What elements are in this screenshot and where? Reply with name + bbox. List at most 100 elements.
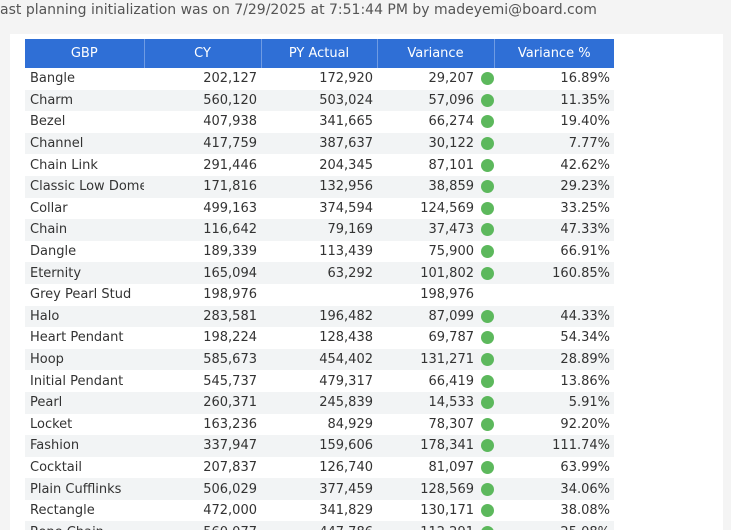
- row-label-cell[interactable]: Rope Chain: [25, 521, 144, 530]
- py-actual-cell[interactable]: 196,482: [261, 305, 377, 328]
- variance-pct-cell[interactable]: 29.23%: [494, 175, 614, 198]
- py-actual-cell[interactable]: 126,740: [319, 459, 373, 475]
- row-label-cell[interactable]: Chain: [25, 219, 144, 241]
- variance-cell[interactable]: 38,859: [377, 175, 494, 198]
- py-actual-cell[interactable]: [261, 284, 377, 306]
- cy-cell[interactable]: 506,029: [144, 478, 261, 500]
- variance-pct-cell[interactable]: 54.34%: [560, 330, 610, 346]
- row-label-cell[interactable]: Grey Pearl Stud: [30, 287, 132, 303]
- variance-cell[interactable]: 130,171: [377, 500, 494, 522]
- py-actual-cell[interactable]: 84,929: [327, 416, 374, 432]
- cy-cell[interactable]: 198,976: [203, 287, 257, 303]
- py-actual-cell[interactable]: 172,920: [319, 71, 373, 87]
- cy-cell[interactable]: 417,759: [144, 132, 261, 155]
- variance-pct-cell[interactable]: 111.74%: [494, 435, 614, 457]
- variance-cell[interactable]: 198,976: [377, 284, 494, 306]
- variance-pct-cell[interactable]: 19.40%: [560, 114, 610, 130]
- cy-cell[interactable]: 283,581: [144, 305, 261, 328]
- variance-cell[interactable]: 101,802: [377, 262, 494, 284]
- variance-pct-cell[interactable]: 25.08%: [494, 521, 614, 530]
- py-actual-cell[interactable]: 113,439: [319, 244, 373, 260]
- cy-cell[interactable]: 291,446: [203, 157, 257, 173]
- variance-pct-cell[interactable]: 66.91%: [560, 244, 610, 260]
- py-actual-cell[interactable]: 503,024: [261, 89, 377, 112]
- cy-cell[interactable]: 189,339: [203, 244, 257, 260]
- cy-cell[interactable]: 163,236: [203, 416, 257, 432]
- py-actual-cell[interactable]: 79,169: [261, 219, 377, 241]
- variance-cell[interactable]: 30,122: [377, 132, 494, 155]
- row-label-cell[interactable]: Eternity: [25, 262, 144, 284]
- variance-cell[interactable]: 57,096: [377, 89, 494, 112]
- row-label-cell[interactable]: Charm: [25, 89, 144, 112]
- row-label-cell[interactable]: Halo: [25, 305, 144, 328]
- column-header-variance[interactable]: Variance: [377, 39, 495, 68]
- variance-cell[interactable]: 87,101: [377, 154, 494, 176]
- variance-cell[interactable]: 14,533: [377, 391, 494, 414]
- variance-pct-cell[interactable]: [494, 284, 614, 306]
- py-actual-cell[interactable]: 447,786: [261, 521, 377, 530]
- column-header-variance-pct[interactable]: Variance %: [494, 39, 614, 68]
- cy-cell[interactable]: 560,120: [144, 89, 261, 112]
- variance-cell[interactable]: 69,787: [377, 327, 494, 349]
- variance-cell[interactable]: 87,099: [377, 305, 494, 328]
- variance-pct-cell[interactable]: 13.86%: [560, 373, 610, 389]
- cy-cell[interactable]: 545,737: [203, 373, 257, 389]
- row-label-cell[interactable]: Initial Pendant: [30, 373, 124, 389]
- py-actual-cell[interactable]: 159,606: [261, 435, 377, 457]
- row-label-cell[interactable]: Bezel: [30, 114, 66, 130]
- row-label-cell[interactable]: Heart Pendant: [30, 330, 124, 346]
- py-actual-cell[interactable]: 479,317: [319, 373, 373, 389]
- variance-pct-cell[interactable]: 38.08%: [560, 503, 610, 519]
- row-label-cell[interactable]: Classic Low Dome: [25, 175, 144, 198]
- variance-cell[interactable]: 178,341: [377, 435, 494, 457]
- row-label-cell[interactable]: Bangle: [30, 71, 75, 87]
- variance-cell[interactable]: 66,274: [377, 111, 494, 133]
- row-label-cell[interactable]: Locket: [30, 416, 73, 432]
- variance-pct-cell[interactable]: 5.91%: [494, 391, 614, 414]
- column-header-py-actual[interactable]: PY Actual: [261, 39, 378, 68]
- variance-cell[interactable]: 37,473: [377, 219, 494, 241]
- cy-cell[interactable]: 407,938: [203, 114, 257, 130]
- cy-cell[interactable]: 207,837: [203, 459, 257, 475]
- row-label-cell[interactable]: Chain Link: [30, 157, 98, 173]
- py-actual-cell[interactable]: 341,665: [319, 114, 373, 130]
- variance-pct-cell[interactable]: 63.99%: [560, 459, 610, 475]
- row-label-cell[interactable]: Fashion: [25, 435, 144, 457]
- py-actual-cell[interactable]: 63,292: [261, 262, 377, 284]
- py-actual-cell[interactable]: 341,829: [319, 503, 373, 519]
- cy-cell[interactable]: 116,642: [144, 219, 261, 241]
- variance-cell[interactable]: 81,097: [377, 457, 494, 479]
- cy-cell[interactable]: 472,000: [203, 503, 257, 519]
- py-actual-cell[interactable]: 374,594: [319, 200, 373, 216]
- cy-cell[interactable]: 337,947: [144, 435, 261, 457]
- py-actual-cell[interactable]: 245,839: [261, 391, 377, 414]
- cy-cell[interactable]: 171,816: [144, 175, 261, 198]
- cy-cell[interactable]: 560,077: [144, 521, 261, 530]
- variance-pct-cell[interactable]: 7.77%: [494, 132, 614, 155]
- row-label-cell[interactable]: Cocktail: [30, 459, 82, 475]
- py-actual-cell[interactable]: 132,956: [261, 175, 377, 198]
- variance-pct-cell[interactable]: 160.85%: [494, 262, 614, 284]
- variance-pct-cell[interactable]: 16.89%: [560, 71, 610, 87]
- cy-cell[interactable]: 165,094: [144, 262, 261, 284]
- py-actual-cell[interactable]: 204,345: [319, 157, 373, 173]
- variance-pct-cell[interactable]: 11.35%: [494, 89, 614, 112]
- variance-pct-cell[interactable]: 33.25%: [560, 200, 610, 216]
- py-actual-cell[interactable]: 454,402: [261, 348, 377, 371]
- row-label-cell[interactable]: Plain Cufflinks: [25, 478, 144, 500]
- column-header-gbp[interactable]: GBP: [25, 39, 145, 68]
- py-actual-cell[interactable]: 377,459: [261, 478, 377, 500]
- variance-pct-cell[interactable]: 47.33%: [494, 219, 614, 241]
- variance-cell[interactable]: 112,291: [377, 521, 494, 530]
- variance-cell[interactable]: 124,569: [377, 198, 494, 220]
- variance-pct-cell[interactable]: 92.20%: [560, 416, 610, 432]
- row-label-cell[interactable]: Hoop: [25, 348, 144, 371]
- variance-cell[interactable]: 128,569: [377, 478, 494, 500]
- variance-cell[interactable]: 78,307: [377, 414, 494, 436]
- variance-cell[interactable]: 75,900: [377, 241, 494, 263]
- row-label-cell[interactable]: Rectangle: [30, 503, 95, 519]
- variance-cell[interactable]: 66,419: [377, 370, 494, 392]
- cy-cell[interactable]: 202,127: [203, 71, 257, 87]
- py-actual-cell[interactable]: 387,637: [261, 132, 377, 155]
- variance-pct-cell[interactable]: 34.06%: [494, 478, 614, 500]
